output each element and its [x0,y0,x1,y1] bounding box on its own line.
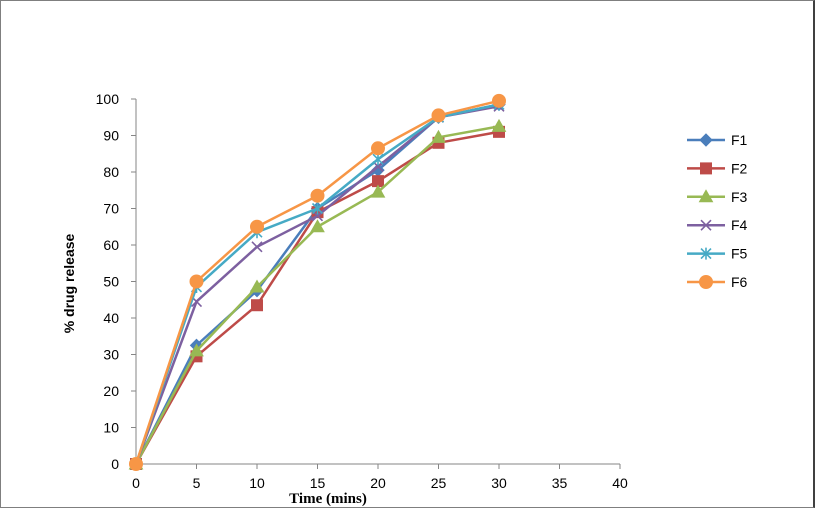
y-axis-title: % drug release [61,233,77,333]
x-axis-title: Time (mins) [289,491,367,507]
data-point-f6 [431,108,446,123]
data-point-f6 [371,141,385,156]
legend-marker [699,133,713,147]
y-tick-label: 10 [103,420,119,436]
axes [131,98,621,469]
legend-label: F3 [731,189,748,205]
x-tick-label: 0 [132,475,140,491]
data-point-f3 [189,343,204,357]
x-tick-labels: 0 5 10 15 20 25 30 35 40 [132,475,628,491]
legend-marker [698,189,714,203]
data-point-f2 [251,299,263,312]
y-tick-label: 100 [96,91,120,107]
series-f5 [130,98,505,470]
y-tick-label: 40 [103,310,119,326]
x-tick-label: 40 [612,475,628,491]
legend-item-f5: F5 [687,246,748,262]
data-point-f4 [251,241,263,253]
legend-marker [700,162,712,175]
x-tick-label: 20 [370,475,386,491]
y-tick-label: 20 [103,383,119,399]
legend-label: F2 [731,160,748,176]
data-point-f6 [189,274,204,289]
x-tick-label: 15 [310,475,326,491]
legend: F1 F2 F3 F4 F5 F6 [687,132,748,290]
legend-item-f6: F6 [687,274,748,290]
data-point-f3 [310,219,325,233]
data-point-f3 [249,279,265,293]
x-tick-label: 5 [193,475,201,491]
y-tick-label: 50 [103,274,119,290]
legend-label: F1 [731,132,748,148]
y-tick-label: 70 [103,201,119,217]
x-tick-label: 25 [431,475,447,491]
legend-label: F6 [731,274,748,290]
series-line-f4 [134,105,500,465]
x-tick-label: 30 [491,475,507,491]
series-f1 [129,97,506,471]
legend-marker [699,275,713,289]
x-tick-label: 35 [552,475,568,491]
y-tick-label: 90 [103,128,119,144]
y-tick-labels: 0 10 20 30 40 50 60 70 80 90 100 [96,91,120,472]
legend-item-f2: F2 [687,160,748,176]
data-point-f6 [129,457,143,471]
legend-marker [700,219,712,231]
legend-item-f3: F3 [687,189,748,205]
data-point-f6 [492,93,506,108]
series-f2 [130,125,505,470]
legend-marker [700,247,712,260]
data-point-f5 [311,202,324,215]
y-tick-label: 80 [103,164,119,180]
data-point-f6 [310,188,325,203]
data-point-f3 [431,129,446,143]
y-tick-label: 60 [103,237,119,253]
legend-label: F5 [731,246,748,262]
y-tick-label: 0 [111,456,119,472]
data-point-f3 [370,184,386,198]
legend-item-f4: F4 [687,217,748,233]
legend-label: F4 [731,217,748,233]
legend-item-f1: F1 [687,132,748,148]
data-point-f3 [491,118,507,132]
series-f6 [129,93,506,471]
x-tick-label: 10 [249,475,265,491]
series-f4 [130,100,505,470]
data-point-f6 [250,219,264,234]
series-f3 [128,118,507,470]
series-line-f3 [134,125,500,465]
y-tick-label: 30 [103,347,119,363]
series-group [128,93,507,471]
